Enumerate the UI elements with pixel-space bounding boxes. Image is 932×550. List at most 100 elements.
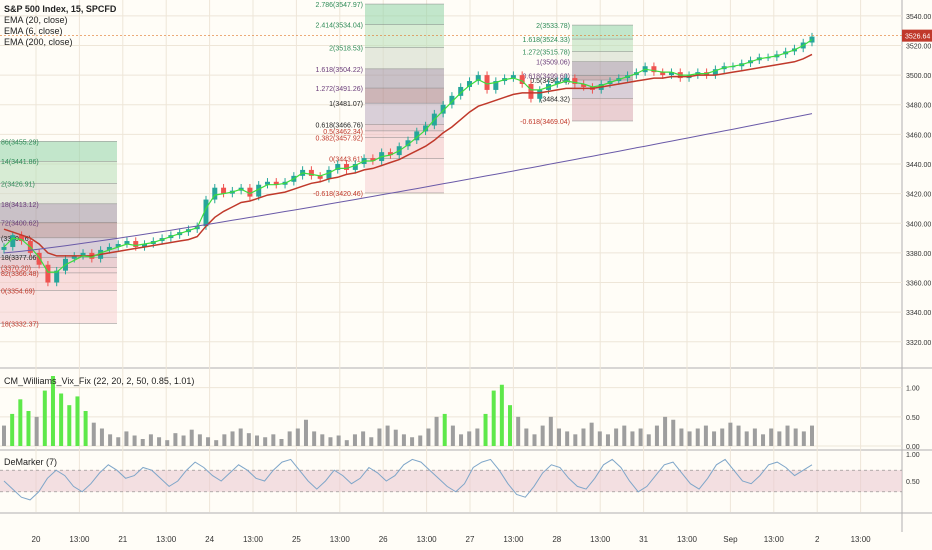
vix-bar: [712, 431, 717, 446]
fib-level-label: 14(3441.86): [1, 159, 39, 166]
vix-bar: [695, 428, 700, 446]
candle-body: [449, 95, 455, 105]
vix-bar: [369, 437, 374, 446]
candle-body: [54, 270, 60, 283]
vix-tick-label: 0.00: [906, 444, 920, 451]
vix-bar: [499, 384, 504, 446]
vix-bar: [573, 434, 578, 446]
vix-bar: [336, 435, 341, 446]
legend-ema200: EMA (200, close): [4, 37, 73, 47]
demarker-tick-label: 1.00: [906, 452, 920, 459]
vix-bar: [75, 396, 80, 446]
vix-bar: [83, 411, 88, 446]
x-tick-label: 13:00: [243, 535, 264, 544]
fib-level-label: (3390.16): [1, 236, 31, 243]
x-tick-label: 13:00: [69, 535, 90, 544]
candle-body: [712, 69, 718, 76]
y-tick-label: 3460.00: [906, 132, 931, 139]
ema20-line: [3, 53, 813, 257]
y-tick-label: 3440.00: [906, 162, 931, 169]
vix-bar: [181, 435, 186, 446]
vix-bar: [263, 437, 268, 446]
fib-level-label: 1.618(3504.22): [316, 67, 363, 74]
candle-body: [387, 152, 393, 156]
vix-bar: [703, 425, 708, 446]
candle-body: [317, 175, 323, 179]
candle-body: [45, 264, 51, 283]
vix-bar: [442, 413, 447, 446]
candle-body: [414, 131, 420, 141]
candle-body: [809, 36, 815, 43]
vix-bar: [385, 425, 390, 446]
vix-bar: [312, 431, 317, 446]
candle-body: [256, 184, 262, 197]
vix-bar: [516, 416, 521, 446]
vix-bar: [548, 416, 553, 446]
vix-bar: [173, 433, 178, 446]
vix-bar: [140, 439, 145, 446]
fib-level-label: 2(3426.91): [1, 181, 35, 188]
vix-bar: [605, 434, 610, 446]
legend-ema20: EMA (20, close): [4, 15, 68, 25]
candle-body: [440, 104, 446, 114]
fib-zone: [572, 25, 633, 40]
vix-bar: [736, 425, 741, 446]
fib-level-label: (3484.32): [540, 96, 570, 103]
vix-bar: [671, 419, 676, 446]
x-tick-label: 27: [466, 535, 475, 544]
vix-bar: [42, 390, 47, 446]
candle-body: [203, 199, 209, 227]
fib-zone: [365, 137, 444, 159]
vix-tick-label: 0.50: [906, 415, 920, 422]
y-tick-label: 3420.00: [906, 192, 931, 199]
candle-body: [212, 187, 218, 200]
vix-bar: [597, 431, 602, 446]
fib-level-label: 86(3455.29): [1, 139, 39, 146]
vix-pane-title: CM_Williams_Vix_Fix (22, 20, 2, 50, 0.85…: [4, 376, 195, 386]
fib-zone: [0, 257, 117, 268]
fib-level-label: 2.786(3547.97): [316, 2, 363, 9]
fib-level-label: 0.5(3496.68): [530, 78, 570, 85]
vix-bar: [393, 429, 398, 446]
vix-bar: [418, 435, 423, 446]
vix-bar: [67, 405, 72, 446]
vix-bar: [328, 437, 333, 446]
fib-zone: [365, 130, 444, 138]
x-tick-label: 21: [118, 535, 127, 544]
x-tick-label: 13:00: [677, 535, 698, 544]
x-tick-label: 20: [32, 535, 41, 544]
candle-body: [528, 84, 534, 99]
candle-body: [458, 86, 464, 96]
candle-body: [142, 244, 148, 247]
vix-bar: [728, 422, 733, 446]
candle-body: [326, 169, 332, 179]
vix-bar: [206, 437, 211, 446]
vix-bar: [801, 431, 806, 446]
vix-bar: [450, 425, 455, 446]
candle-body: [466, 81, 472, 87]
vix-bar: [491, 390, 496, 446]
candle-body: [651, 66, 657, 73]
vix-bar: [165, 440, 170, 446]
x-tick-label: 31: [639, 535, 648, 544]
fib-zone: [0, 203, 117, 223]
fib-level-label: 2.414(3534.04): [316, 23, 363, 30]
fib-level-label: 0.382(3457.92): [316, 135, 363, 142]
candle-body: [660, 72, 666, 76]
fib-level-label: 0.5(3462.34): [323, 129, 363, 136]
x-tick-label: 13:00: [764, 535, 785, 544]
vix-bar: [638, 428, 643, 446]
vix-bar: [434, 416, 439, 446]
candle-body: [273, 181, 279, 185]
vix-bar: [540, 425, 545, 446]
candle-body: [344, 164, 350, 170]
vix-bar: [59, 393, 64, 446]
vix-bar: [483, 413, 488, 446]
candle-body: [510, 75, 516, 79]
candle-body: [493, 81, 499, 90]
vix-bar: [189, 429, 194, 446]
vix-bar: [720, 428, 725, 446]
y-tick-label: 3360.00: [906, 281, 931, 288]
